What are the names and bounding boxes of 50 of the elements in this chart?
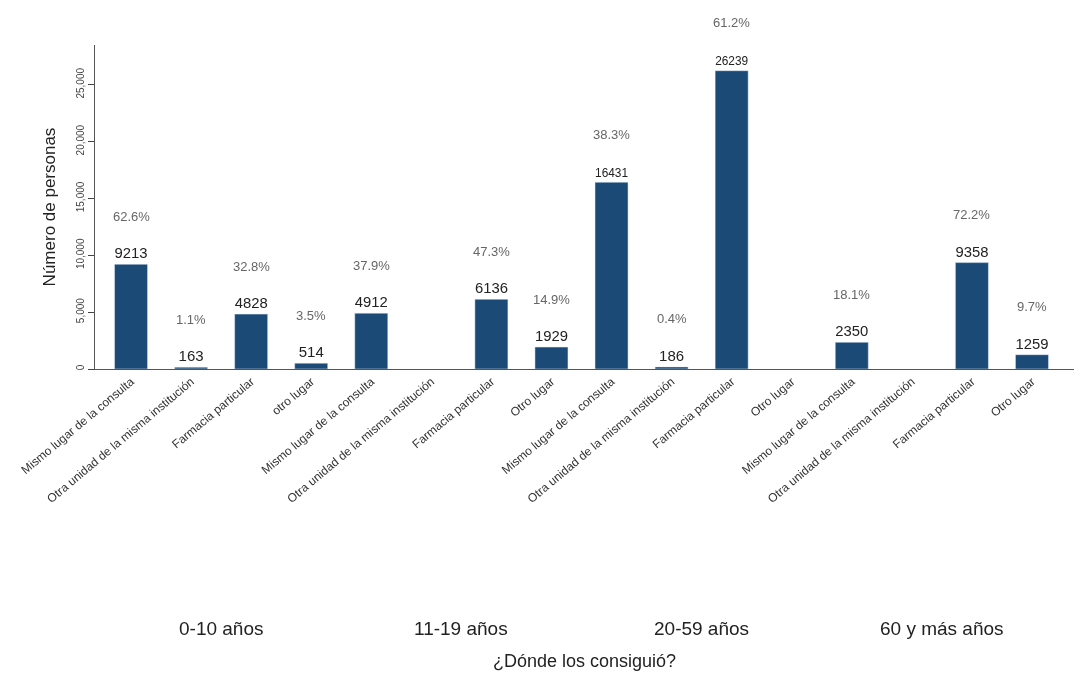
bar	[594, 181, 629, 369]
bar	[955, 262, 989, 369]
data-label: 9213	[114, 245, 148, 262]
annotation: 18.1%	[833, 287, 871, 302]
bar	[354, 312, 389, 369]
data-label: 4912	[354, 294, 388, 311]
data-label: 9358	[955, 243, 989, 260]
data-label: 6136	[474, 280, 508, 297]
annotation: 38.3%	[593, 127, 631, 142]
annotation: 62.6%	[113, 209, 151, 224]
data-label: 514	[298, 343, 324, 361]
data-label: 26239	[715, 54, 749, 69]
data-label: 2350	[835, 323, 869, 340]
y-tick-label: 15,000	[75, 181, 86, 213]
text: 11-19 años	[414, 618, 508, 639]
y-tick-label: 25,000	[75, 67, 86, 99]
bar	[234, 313, 268, 369]
bar	[114, 264, 148, 369]
bar	[1015, 354, 1049, 369]
annotation: 0.4%	[657, 311, 688, 326]
bar	[474, 298, 509, 369]
annotation: 14.9%	[533, 292, 571, 307]
text: 0-10 años	[179, 618, 264, 639]
text: ¿Dónde los consiguió?	[493, 651, 677, 671]
annotation: 3.5%	[296, 308, 327, 323]
bar	[294, 362, 328, 369]
y-tick-label: 0	[75, 364, 86, 371]
data-label: 163	[178, 347, 204, 365]
y-tick-label: 10,000	[75, 238, 86, 270]
y-tick-label: 20,000	[75, 124, 86, 156]
annotation: 1.1%	[176, 312, 207, 327]
data-label: 16431	[595, 165, 629, 180]
data-label: 1259	[1015, 335, 1049, 352]
annotation: 72.2%	[953, 207, 991, 222]
text: 60 y más años	[880, 618, 1004, 639]
y-tick-label: 5,000	[75, 297, 86, 324]
bar	[654, 366, 689, 369]
y-axis-title: Número de personas	[39, 127, 59, 287]
annotation: 9.7%	[1017, 299, 1048, 314]
data-label: 1929	[534, 328, 568, 345]
bar	[835, 342, 869, 369]
annotation: 32.8%	[233, 259, 271, 274]
text: 61.2%	[713, 15, 751, 30]
annotation: 47.3%	[473, 244, 511, 259]
data-label: 4828	[234, 295, 268, 312]
text: 20-59 años	[654, 618, 750, 639]
bar	[714, 70, 749, 369]
bar	[534, 346, 569, 369]
annotation: 37.9%	[353, 258, 391, 273]
data-label: 186	[659, 346, 685, 364]
